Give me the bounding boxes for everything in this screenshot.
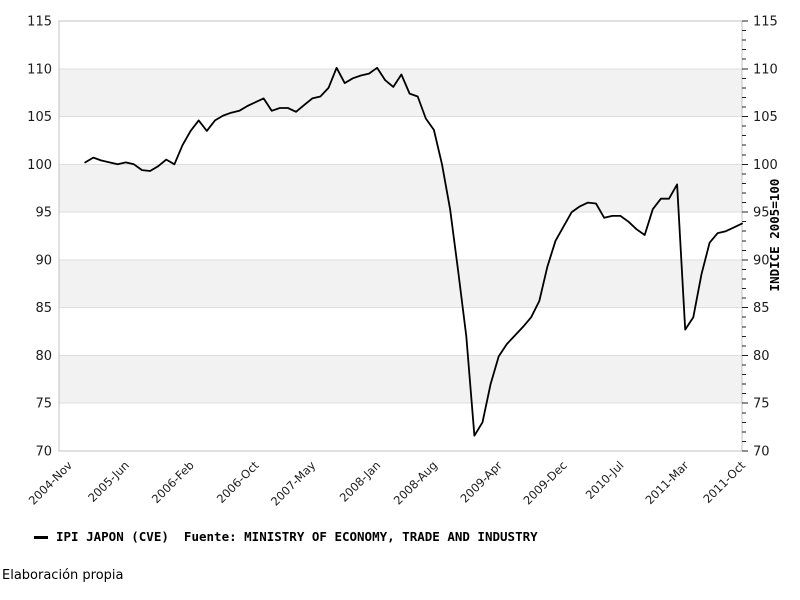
y-axis-label: 90 xyxy=(753,253,770,268)
y-axis-label: 95 xyxy=(753,206,770,221)
y-axis-label: 70 xyxy=(753,445,770,460)
plot-bands xyxy=(59,68,742,404)
x-axis-label: 2009-Dec xyxy=(520,458,569,507)
ipi-japan-line-chart: 70 75 80 85 90 95 100 105 110 115 70 75 80 85 90 95 100… xyxy=(26,15,782,509)
x-axis-label: 2009-Apr xyxy=(457,458,505,506)
x-axis-labels: 2004-Nov 2005-Jun 2006-Feb 2006-Oct 2007-May… xyxy=(26,458,749,509)
y-axis-label: 110 xyxy=(27,62,52,77)
plot-border xyxy=(58,20,743,452)
band xyxy=(59,164,742,213)
y-axis-label: 105 xyxy=(753,110,778,125)
y-axis-label: 110 xyxy=(753,62,778,77)
right-axis-title: INDICE 2005=100 xyxy=(767,179,782,292)
legend-label: IPI JAPON (CVE) Fuente: MINISTRY OF ECON… xyxy=(56,529,538,544)
x-axis-label: 2011-Oct xyxy=(700,458,748,506)
y-axis-label: 75 xyxy=(35,397,52,412)
x-axis-label: 2006-Oct xyxy=(214,458,262,506)
band xyxy=(59,259,742,308)
x-axis-label: 2005-Jun xyxy=(85,458,132,505)
y-axis-label: 70 xyxy=(35,445,52,460)
y-axis-label: 80 xyxy=(753,349,770,364)
x-axis-label: 2008-Jan xyxy=(337,458,384,505)
y-axis-label: 100 xyxy=(753,158,778,173)
legend: IPI JAPON (CVE) Fuente: MINISTRY OF ECON… xyxy=(34,529,538,544)
x-axis-label: 2004-Nov xyxy=(26,458,76,508)
y-axis-label: 100 xyxy=(27,158,52,173)
y-axis-label: 90 xyxy=(35,253,52,268)
x-axis-label: 2008-Aug xyxy=(391,458,440,507)
y-axis-label: 95 xyxy=(35,206,52,221)
y-axis-right-labels: 70 75 80 85 90 95 100 105 110 115 xyxy=(753,15,778,460)
y-axis-label: 75 xyxy=(753,397,770,412)
y-axis-left-labels: 70 75 80 85 90 95 100 105 110 115 xyxy=(27,15,52,460)
y-axis-label: 85 xyxy=(753,301,770,316)
x-axis-label: 2006-Feb xyxy=(149,458,197,506)
ipi-japan-series xyxy=(84,66,743,437)
y-axis-label: 80 xyxy=(35,349,52,364)
credit-text: Elaboración propia xyxy=(2,568,124,583)
series-line xyxy=(84,66,743,437)
y-axis-right-ticks xyxy=(742,20,748,452)
y-axis-label: 85 xyxy=(35,301,52,316)
right-axis-title-text: INDICE 2005=100 xyxy=(767,179,782,292)
y-axis-label: 105 xyxy=(27,110,52,125)
x-axis-label: 2011-Mar xyxy=(642,458,691,507)
band xyxy=(59,355,742,404)
y-axis-label: 115 xyxy=(753,15,778,30)
x-axis-label: 2010-Jul xyxy=(583,458,627,502)
plot-border-rect xyxy=(58,20,743,452)
x-axis-label: 2007-May xyxy=(268,458,318,508)
legend-line-sample xyxy=(34,536,48,539)
y-axis-label: 115 xyxy=(27,15,52,30)
